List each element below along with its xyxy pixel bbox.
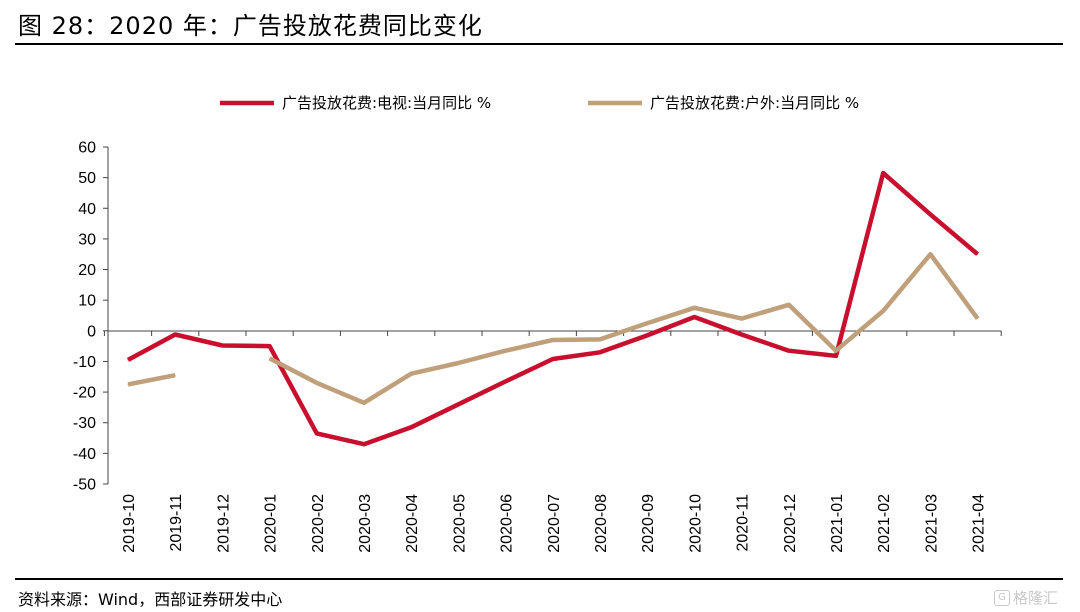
y-tick-label: -40 xyxy=(73,446,96,463)
data-point xyxy=(835,350,837,352)
page-title: 图 28：2020 年：广告投放花费同比变化 xyxy=(18,12,483,40)
watermark: G 格隆汇 xyxy=(993,587,1058,608)
y-tick-label: 20 xyxy=(78,262,96,279)
y-axis: 60 50 40 30 20 10 0 -10 -20 -30 -40 -50 xyxy=(73,140,109,494)
data-point xyxy=(599,351,601,353)
source-note: 资料来源：Wind，西部证券研发中心 xyxy=(18,590,283,609)
x-axis: 2019-10 2019-11 2019-12 2020-01 2020-02 2020-… xyxy=(103,330,1002,553)
x-tick-label: 2020-05 xyxy=(451,494,468,553)
x-tick-label: 2020-02 xyxy=(310,494,327,553)
x-tick-label: 2020-07 xyxy=(546,494,563,553)
data-point xyxy=(505,380,507,382)
series-line xyxy=(127,251,980,406)
x-tick-label: 2021-01 xyxy=(829,494,846,553)
data-point xyxy=(977,318,979,320)
x-tick-label: 2019-12 xyxy=(215,494,232,553)
data-point xyxy=(363,443,365,445)
x-tick-label: 2021-02 xyxy=(876,494,893,553)
x-tick-label: 2020-03 xyxy=(357,494,374,553)
data-point xyxy=(599,338,601,340)
y-tick-label: 40 xyxy=(78,201,96,218)
y-tick-label: 60 xyxy=(78,140,96,157)
data-point xyxy=(316,432,318,434)
x-tick-label: 2019-11 xyxy=(168,494,185,552)
y-tick-label: -30 xyxy=(73,415,96,432)
data-point xyxy=(882,172,884,174)
y-tick-label: 30 xyxy=(78,231,96,248)
data-point xyxy=(693,307,695,309)
series-tv xyxy=(126,170,980,447)
data-point xyxy=(788,350,790,352)
watermark-logo-icon: G xyxy=(993,589,1010,606)
legend-label: 广告投放花费:户外:当月同比 % xyxy=(650,94,859,112)
x-tick-label: 2020-12 xyxy=(782,494,799,553)
x-tick-label: 2020-04 xyxy=(404,494,421,553)
data-point xyxy=(410,426,412,428)
y-tick-label: 10 xyxy=(78,293,96,310)
x-tick-label: 2020-09 xyxy=(640,494,657,553)
data-point xyxy=(741,333,743,335)
data-point xyxy=(221,345,223,347)
data-point xyxy=(127,383,129,385)
data-point xyxy=(174,374,176,376)
data-point xyxy=(977,253,979,255)
y-tick-label: -20 xyxy=(73,385,96,402)
data-point xyxy=(835,355,837,357)
x-tick-label: 2020-11 xyxy=(735,494,752,552)
legend-item: 广告投放花费:户外:当月同比 % xyxy=(588,94,859,112)
y-tick-label: -50 xyxy=(73,477,96,494)
y-tick-label: -10 xyxy=(73,354,96,371)
data-point xyxy=(363,402,365,404)
y-tick-label: 0 xyxy=(87,323,96,340)
data-point xyxy=(882,310,884,312)
data-point xyxy=(929,253,931,255)
data-point xyxy=(316,382,318,384)
data-point xyxy=(929,213,931,215)
data-point xyxy=(410,373,412,375)
series-outdoor xyxy=(127,251,980,406)
x-tick-label: 2020-08 xyxy=(593,494,610,553)
data-point xyxy=(693,316,695,318)
watermark-text: 格隆汇 xyxy=(1012,589,1058,607)
x-tick-label: 2021-03 xyxy=(923,494,940,553)
data-point xyxy=(646,322,648,324)
series-line xyxy=(126,170,980,447)
x-tick-label: 2020-06 xyxy=(499,494,516,553)
data-point xyxy=(552,339,554,341)
data-point xyxy=(552,358,554,360)
data-point xyxy=(741,318,743,320)
top-rule xyxy=(15,43,1063,45)
data-point xyxy=(457,403,459,405)
data-point xyxy=(788,304,790,306)
x-tick-label: 2020-10 xyxy=(687,494,704,553)
data-point xyxy=(127,359,129,361)
bottom-rule xyxy=(15,578,1063,580)
data-point xyxy=(174,333,176,335)
y-tick-label: 50 xyxy=(78,170,96,187)
x-tick-label: 2021-04 xyxy=(971,494,988,553)
series-layer xyxy=(126,170,980,447)
legend-item: 广告投放花费:电视:当月同比 % xyxy=(220,94,491,112)
x-tick-label: 2019-10 xyxy=(121,494,138,553)
data-point xyxy=(269,345,271,347)
legend: 广告投放花费:电视:当月同比 % 广告投放花费:户外:当月同比 % xyxy=(220,94,859,112)
data-point xyxy=(646,334,648,336)
legend-label: 广告投放花费:电视:当月同比 % xyxy=(282,94,491,112)
data-point xyxy=(457,362,459,364)
x-tick-label: 2020-01 xyxy=(263,494,280,553)
data-point xyxy=(505,350,507,352)
data-point xyxy=(269,357,271,359)
